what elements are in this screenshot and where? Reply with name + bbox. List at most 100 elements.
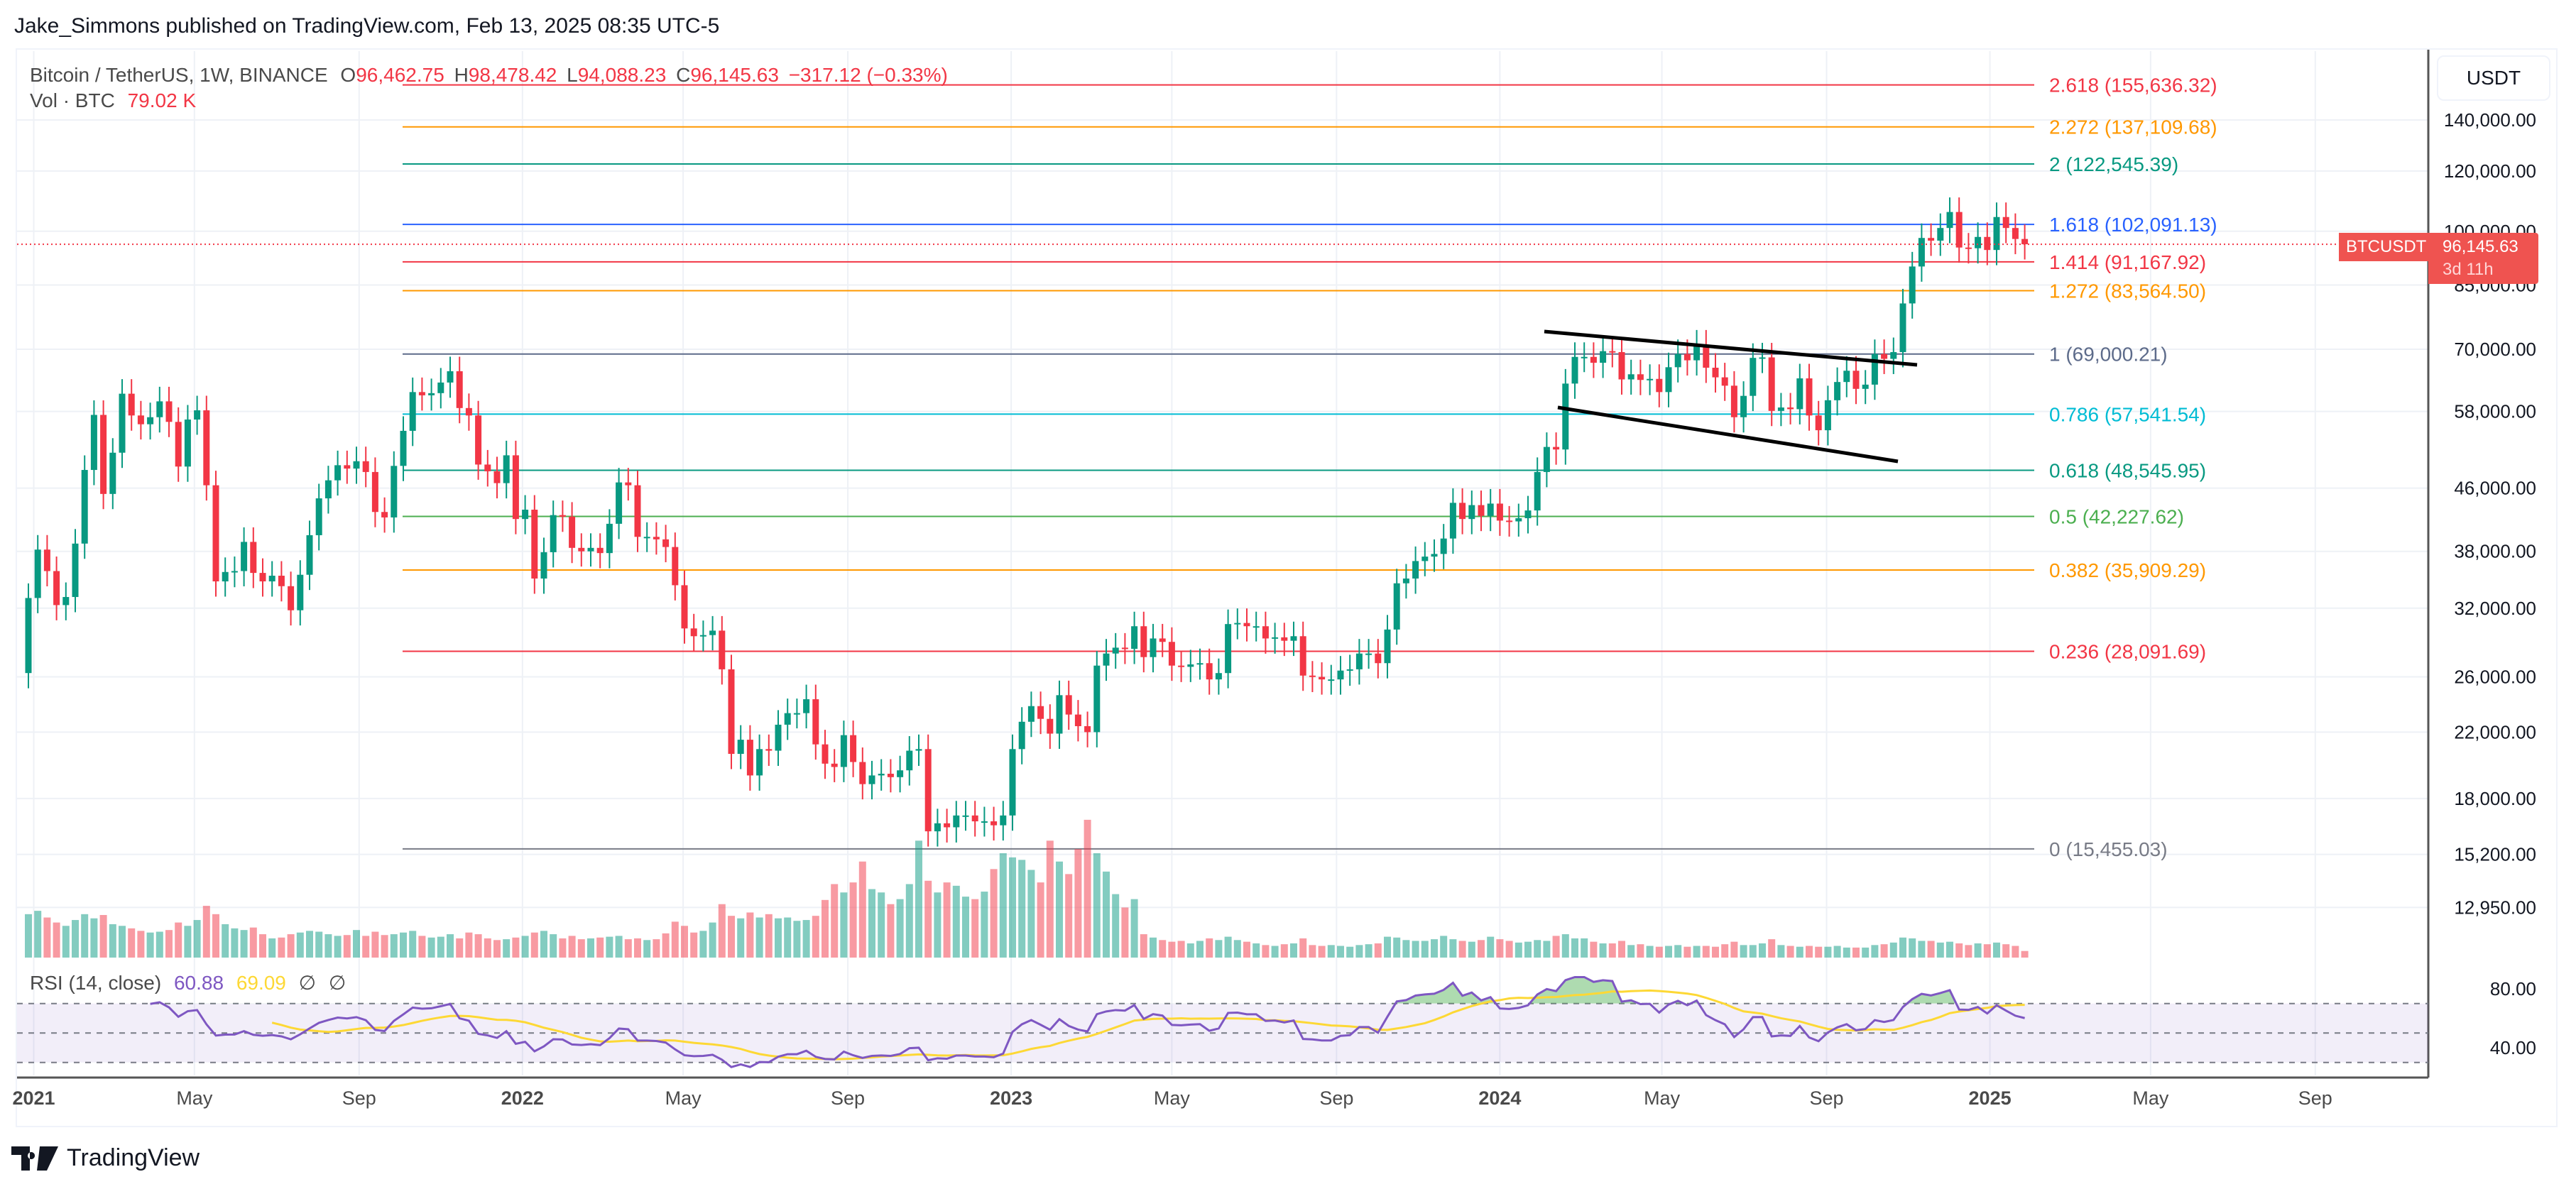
volume-bar [1674,945,1682,958]
volume-bar [324,934,332,958]
volume-bar [1599,943,1607,958]
candle-body [1543,446,1550,472]
volume-bar [1768,939,1776,958]
volume-bar [634,938,641,958]
volume-bar [1561,934,1569,958]
volume-bar [624,939,632,958]
high-label: H [454,64,469,86]
volume-bar [456,938,464,958]
candle-body [475,415,482,465]
candle-body [625,482,632,486]
tradingview-logo[interactable]: TradingView [11,1144,200,1172]
volume-bar [1365,944,1372,958]
volume-bar [568,936,576,958]
candle-body [1431,554,1438,557]
volume-bar [1168,941,1176,958]
candle-body [1337,670,1344,680]
volume-legend[interactable]: Vol · BTC 79.02 K [30,89,196,112]
fib-level-label: 1.618 (102,091.13) [2049,214,2217,236]
candle-body [1627,374,1634,380]
candle-body [971,815,978,822]
candle-body [409,392,416,431]
candle-body [1093,665,1101,733]
volume-bar [924,880,932,958]
volume-bar [240,930,248,958]
candle-body [1150,638,1157,657]
volume-bar [1084,819,1091,958]
candle-body [1478,505,1485,516]
time-axis-label: May [1644,1087,1681,1109]
candle-body [1412,561,1419,579]
volume-bar [1468,941,1475,958]
candle-body [1618,352,1625,380]
volume-bar [606,936,613,958]
high-value: 98,478.42 [468,64,557,86]
candle-body [1459,503,1466,520]
volume-bar [1581,938,1588,958]
volume-bar [1833,946,1841,958]
candle-body [1965,247,1972,249]
volume-bar [1824,946,1832,958]
candle-body [1777,407,1784,411]
rsi-label: RSI (14, close) [30,972,162,994]
volume-bar [1177,941,1185,958]
candle-body [484,464,491,471]
volume-bar [222,924,229,958]
volume-bar [1646,946,1654,958]
volume-bar [2012,946,2019,958]
volume-bar [34,911,42,958]
volume-bar [1056,861,1063,958]
candle-body [418,392,425,395]
candle-body [1712,368,1719,378]
volume-bar [1899,937,1906,958]
volume-bar [1065,874,1073,958]
volume-bar [868,889,875,958]
candle-body [259,573,266,582]
rsi-na-1: ∅ [298,972,317,994]
candle-body [306,535,313,575]
fib-level-label: 0.236 (28,091.69) [2049,640,2206,662]
price-axis-label: 15,200.00 [2454,844,2536,865]
volume-label: Vol · BTC [30,89,115,111]
candle-body [1018,721,1025,750]
candle-body [1871,354,1878,385]
volume-bar [99,915,107,958]
candle-body [1047,718,1054,734]
symbol-name[interactable]: Bitcoin / TetherUS, 1W, BINANCE [30,64,328,86]
candle-body [1440,538,1447,554]
time-axis-label: Sep [1319,1087,1353,1109]
candle-body [437,382,444,393]
volume-bar [43,917,51,958]
volume-bar [1965,945,1972,958]
candle-body [1975,236,1982,248]
candle-body [1487,503,1494,516]
volume-bar [1337,946,1344,958]
volume-bar [202,906,210,958]
volume-bar [1093,853,1101,958]
candle-body [2021,239,2029,245]
candle-body [1955,212,1963,248]
candle-body [812,699,819,745]
volume-bar [259,934,266,958]
volume-bar [1909,938,1916,958]
candle-body [944,823,951,828]
candle-body [1365,653,1372,655]
volume-bar [1524,941,1532,958]
currency-button[interactable]: USDT [2437,55,2550,101]
volume-bar [1243,941,1250,958]
volume-bar [681,926,688,958]
low-label: L [567,64,578,86]
candle-body [25,598,32,674]
candle-body [1299,636,1306,676]
open-label: O [340,64,356,86]
volume-bar [1140,934,1147,958]
price-axis-label: 46,000.00 [2454,478,2536,499]
rsi-na-2: ∅ [328,972,346,994]
candle-body [840,735,847,767]
candle-body [803,699,810,713]
candle-body [241,542,248,571]
candle-body [746,740,753,776]
candle-body [887,773,894,777]
rsi-legend[interactable]: RSI (14, close) 60.88 69.09 ∅ ∅ [30,971,346,995]
